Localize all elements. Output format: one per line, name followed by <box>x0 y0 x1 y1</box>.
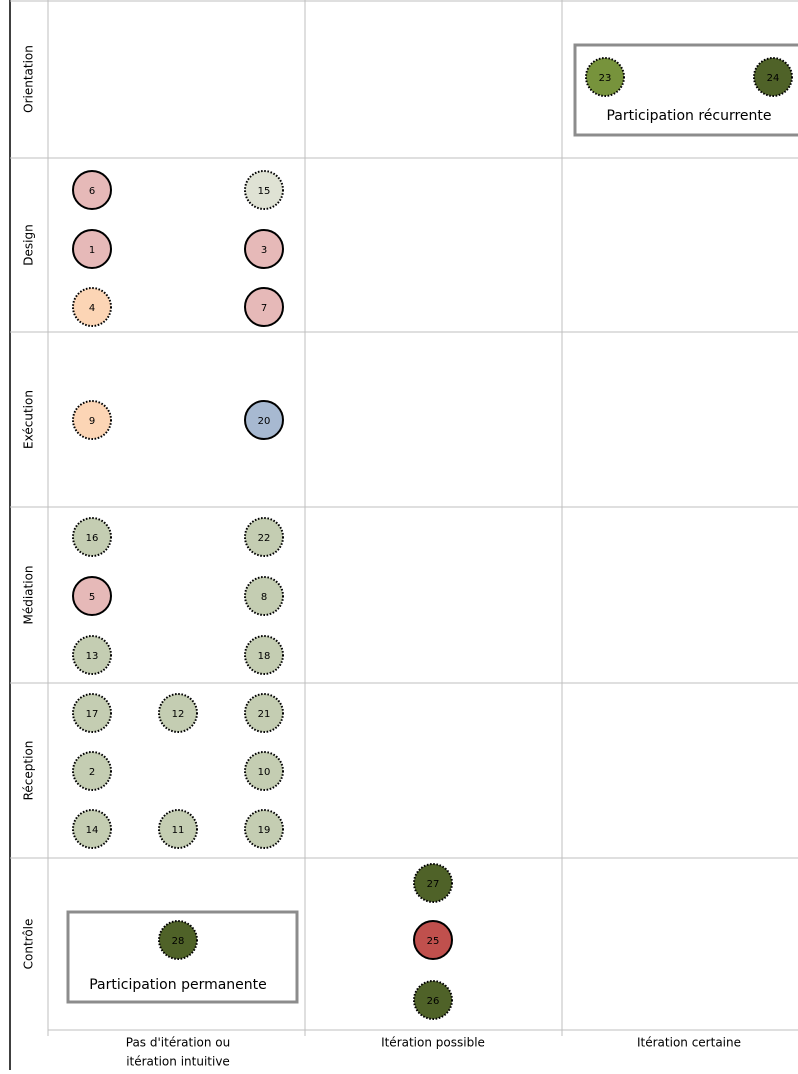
node-label: 2 <box>89 767 95 778</box>
box <box>66 910 299 1004</box>
node-label: 26 <box>427 996 440 1007</box>
node-label: 21 <box>258 709 271 720</box>
column-label: itération intuitive <box>126 1055 230 1069</box>
box <box>573 43 798 137</box>
node-label: 1 <box>89 245 95 256</box>
node-label: 20 <box>258 416 271 427</box>
node <box>72 809 112 849</box>
node-label: 10 <box>258 767 271 778</box>
node-label: 18 <box>258 651 271 662</box>
node <box>158 920 198 960</box>
node <box>244 229 284 269</box>
node-label: 5 <box>89 592 95 603</box>
node-label: 19 <box>258 825 271 836</box>
node-label: 23 <box>599 73 612 84</box>
node <box>244 517 284 557</box>
node <box>244 400 284 440</box>
grid <box>47 0 798 1036</box>
node <box>72 635 112 675</box>
node-label: 24 <box>767 73 780 84</box>
node-label: 7 <box>261 303 267 314</box>
node <box>753 57 793 97</box>
node <box>158 693 198 733</box>
box-label: Participation permanente <box>89 977 267 993</box>
node <box>244 751 284 791</box>
node <box>244 635 284 675</box>
row-label: Exécution <box>22 390 36 449</box>
node <box>72 693 112 733</box>
node <box>72 287 112 327</box>
node <box>244 170 284 210</box>
node-label: 22 <box>258 533 271 544</box>
node-label: 4 <box>89 303 95 314</box>
node <box>585 57 625 97</box>
node <box>72 517 112 557</box>
row-label: Médiation <box>22 565 36 624</box>
node-label: 17 <box>86 709 99 720</box>
node <box>158 809 198 849</box>
node-label: 8 <box>261 592 267 603</box>
node <box>244 693 284 733</box>
node <box>72 576 112 616</box>
node <box>72 170 112 210</box>
node-label: 11 <box>172 825 185 836</box>
node <box>244 287 284 327</box>
node-label: 25 <box>427 936 440 947</box>
node <box>72 400 112 440</box>
column-label: Itération certaine <box>637 1036 741 1050</box>
node-label: 6 <box>89 186 95 197</box>
node <box>413 980 453 1020</box>
node <box>244 576 284 616</box>
node-label: 27 <box>427 879 440 890</box>
row-label: Réception <box>22 741 36 801</box>
row-label: Design <box>22 224 36 265</box>
row-label: Orientation <box>22 45 36 113</box>
column-label: Itération possible <box>381 1036 485 1050</box>
node <box>244 809 284 849</box>
node-label: 3 <box>261 245 267 256</box>
row-label: Contrôle <box>22 919 36 970</box>
node <box>72 751 112 791</box>
node-label: 13 <box>86 651 99 662</box>
node-label: 15 <box>258 186 271 197</box>
node-label: 9 <box>89 416 95 427</box>
node <box>413 920 453 960</box>
node <box>72 229 112 269</box>
column-label: Pas d'itération ou <box>126 1036 231 1050</box>
node-label: 16 <box>86 533 99 544</box>
box-label: Participation récurrente <box>606 108 771 124</box>
node <box>413 863 453 903</box>
node-label: 28 <box>172 936 185 947</box>
node-label: 14 <box>86 825 99 836</box>
node-label: 12 <box>172 709 185 720</box>
